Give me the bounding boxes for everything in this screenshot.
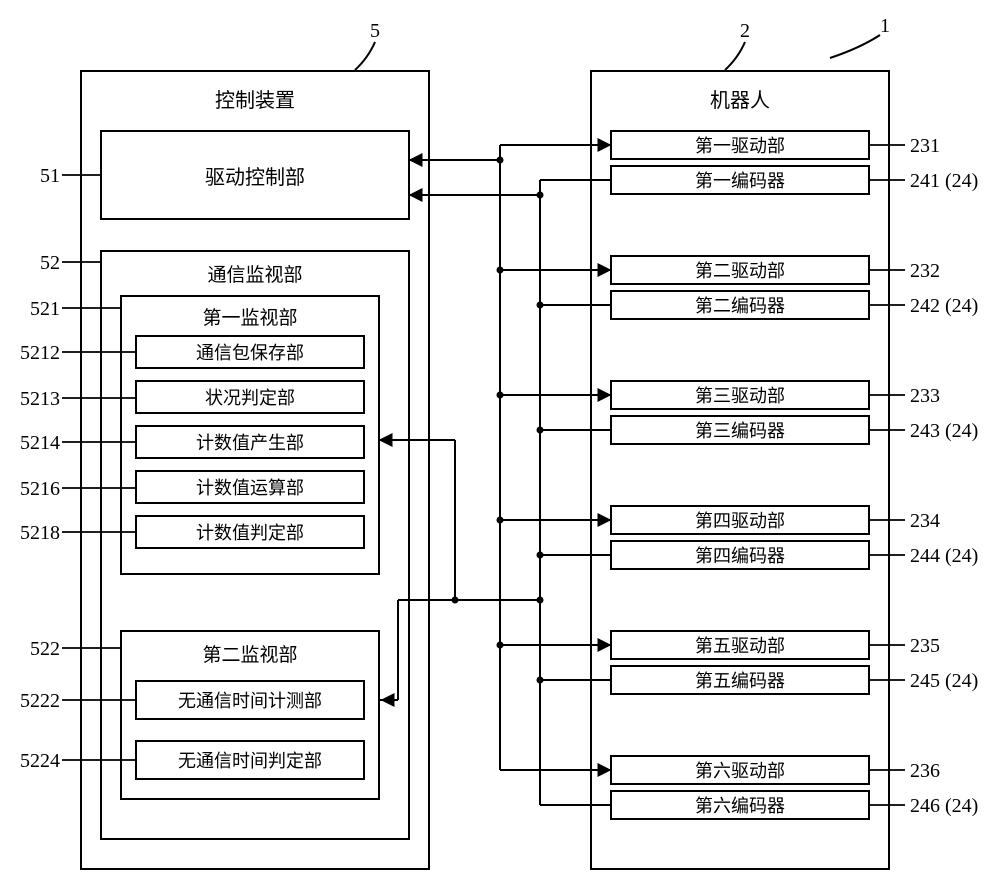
monitor1-item-label: 通信包保存部 <box>196 339 304 365</box>
ref-label: 5224 <box>5 750 60 773</box>
monitor1-item: 计数值判定部 <box>135 515 365 549</box>
drive-control-box: 驱动控制部 <box>100 130 410 220</box>
monitor1-item: 计数值产生部 <box>135 425 365 459</box>
drive-label: 第二驱动部 <box>695 257 785 283</box>
drive-label: 第一驱动部 <box>695 132 785 158</box>
ref-label: 5216 <box>5 478 60 501</box>
ref-label-2: 2 <box>740 20 750 43</box>
ref-label: 521 <box>12 298 60 321</box>
drive-item: 第三驱动部 <box>610 380 870 410</box>
drive-label: 第四驱动部 <box>695 507 785 533</box>
encoder-label: 第三编码器 <box>695 417 785 443</box>
drive-label: 第五驱动部 <box>695 632 785 658</box>
encoder-label: 第一编码器 <box>695 167 785 193</box>
encoder-item: 第六编码器 <box>610 790 870 820</box>
drive-label: 第三驱动部 <box>695 382 785 408</box>
drive-control-label: 驱动控制部 <box>205 161 305 190</box>
monitor2-item-label: 无通信时间判定部 <box>178 747 322 773</box>
drive-item: 第五驱动部 <box>610 630 870 660</box>
ref-label: 52 <box>20 252 60 275</box>
encoder-item: 第五编码器 <box>610 665 870 695</box>
ref-label: 5214 <box>5 432 60 455</box>
encoder-label: 第五编码器 <box>695 667 785 693</box>
drive-label: 第六驱动部 <box>695 757 785 783</box>
monitor2-item-label: 无通信时间计测部 <box>178 687 322 713</box>
encoder-item: 第二编码器 <box>610 290 870 320</box>
drive-item: 第一驱动部 <box>610 130 870 160</box>
monitor2-item: 无通信时间判定部 <box>135 740 365 780</box>
monitor1-item-label: 计数值产生部 <box>196 429 304 455</box>
monitor1-item: 状况判定部 <box>135 380 365 414</box>
encoder-item: 第三编码器 <box>610 415 870 445</box>
monitor1-item-label: 状况判定部 <box>205 384 295 410</box>
ref-label: 242 (24) <box>910 295 978 318</box>
ref-label: 51 <box>20 165 60 188</box>
drive-item: 第二驱动部 <box>610 255 870 285</box>
ref-label: 246 (24) <box>910 795 978 818</box>
monitor1-item: 通信包保存部 <box>135 335 365 369</box>
ref-label: 236 <box>910 760 940 783</box>
controller-title: 控制装置 <box>82 84 428 113</box>
ref-label: 522 <box>12 638 60 661</box>
ref-label: 234 <box>910 510 940 533</box>
monitor1-title: 第一监视部 <box>122 303 378 330</box>
ref-label: 231 <box>910 135 940 158</box>
encoder-label: 第六编码器 <box>695 792 785 818</box>
ref-label: 233 <box>910 385 940 408</box>
monitor1-item-label: 计数值判定部 <box>196 519 304 545</box>
ref-label: 5212 <box>5 342 60 365</box>
ref-label: 244 (24) <box>910 545 978 568</box>
encoder-item: 第一编码器 <box>610 165 870 195</box>
ref-label: 245 (24) <box>910 670 978 693</box>
ref-label: 235 <box>910 635 940 658</box>
ref-label: 241 (24) <box>910 170 978 193</box>
ref-label-5: 5 <box>370 20 380 43</box>
ref-label: 243 (24) <box>910 420 978 443</box>
monitor2-title: 第二监视部 <box>122 640 378 667</box>
drive-item: 第六驱动部 <box>610 755 870 785</box>
ref-label: 232 <box>910 260 940 283</box>
drive-item: 第四驱动部 <box>610 505 870 535</box>
monitor1-item: 计数值运算部 <box>135 470 365 504</box>
monitor2-item: 无通信时间计测部 <box>135 680 365 720</box>
monitor1-item-label: 计数值运算部 <box>196 474 304 500</box>
ref-label: 5218 <box>5 522 60 545</box>
ref-label: 5213 <box>5 388 60 411</box>
robot-title: 机器人 <box>592 84 888 113</box>
encoder-item: 第四编码器 <box>610 540 870 570</box>
comm-monitor-title: 通信监视部 <box>102 260 408 287</box>
encoder-label: 第二编码器 <box>695 292 785 318</box>
encoder-label: 第四编码器 <box>695 542 785 568</box>
ref-label: 5222 <box>5 690 60 713</box>
ref-label-1: 1 <box>880 15 890 38</box>
